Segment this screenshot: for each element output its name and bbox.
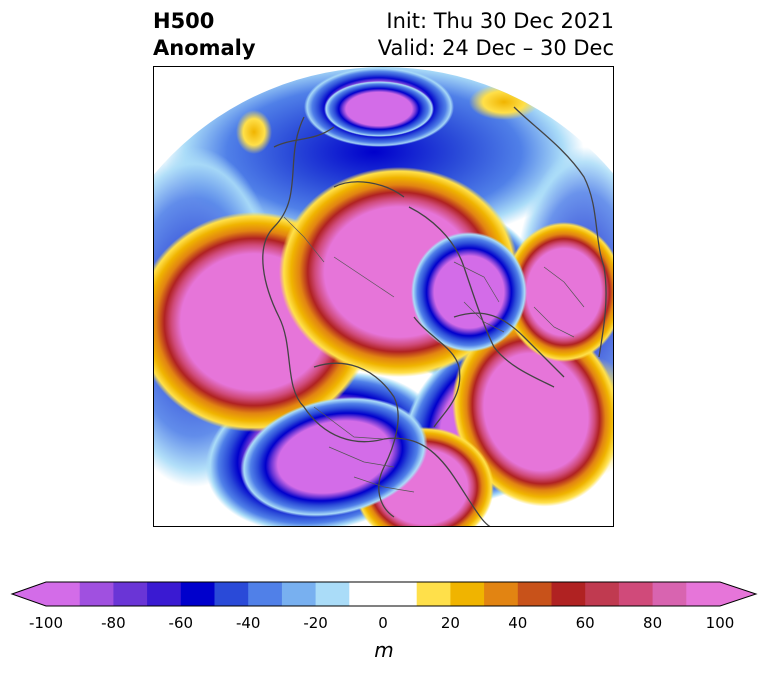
colorbar-tick-label: -100 bbox=[28, 614, 64, 632]
colorbar-segment bbox=[652, 582, 687, 606]
colorbar-segment bbox=[585, 582, 620, 606]
coastlines bbox=[262, 106, 607, 526]
anomaly-map bbox=[154, 67, 613, 526]
map-panel bbox=[153, 66, 614, 527]
colorbar-tick-label: -80 bbox=[101, 614, 126, 632]
colorbar bbox=[0, 570, 768, 670]
title-right: Init: Thu 30 Dec 2021 Valid: 24 Dec – 30… bbox=[378, 8, 614, 62]
colorbar-outline bbox=[10, 581, 758, 607]
colorbar-segment bbox=[517, 582, 552, 606]
colorbar-segment bbox=[214, 582, 249, 606]
colorbar-segment bbox=[484, 582, 519, 606]
colorbar-segment bbox=[618, 582, 654, 606]
colorbar-segment bbox=[79, 582, 114, 606]
colorbar-svg bbox=[10, 581, 758, 607]
political-borders bbox=[283, 216, 585, 493]
anomaly-field bbox=[154, 67, 613, 526]
colorbar-tick-label: 20 bbox=[440, 614, 460, 632]
colorbar-segment bbox=[180, 582, 215, 606]
colorbar-segment bbox=[416, 582, 451, 606]
colorbar-segment bbox=[46, 582, 81, 606]
colorbar-segment bbox=[686, 582, 721, 606]
colorbar-tick-label: 100 bbox=[705, 614, 735, 632]
colorbar-tick-label: 60 bbox=[575, 614, 595, 632]
title-valid: Valid: 24 Dec – 30 Dec bbox=[377, 36, 614, 60]
colorbar-segment bbox=[450, 582, 485, 606]
positive-anomaly-europe bbox=[504, 222, 613, 362]
colorbar-segment bbox=[113, 582, 148, 606]
colorbar-extend-min bbox=[12, 582, 46, 606]
title-left: H500 Anomaly bbox=[153, 8, 256, 62]
colorbar-segment bbox=[315, 582, 350, 606]
colorbar-segments bbox=[12, 582, 756, 606]
colorbar-tick-label: -40 bbox=[235, 614, 261, 632]
colorbar-segment bbox=[551, 582, 586, 606]
colorbar-segment bbox=[281, 582, 317, 606]
colorbar-extend-max bbox=[720, 582, 756, 606]
title-variable: H500 bbox=[153, 9, 215, 33]
positive-anomaly-north-atlantic bbox=[452, 317, 613, 507]
colorbar-segment bbox=[349, 582, 384, 606]
colorbar-segment bbox=[147, 582, 182, 606]
colorbar-segment bbox=[248, 582, 283, 606]
colorbar-tick-label: 80 bbox=[643, 614, 663, 632]
colorbar-tick-label: 40 bbox=[508, 614, 528, 632]
colorbar-unit: m bbox=[374, 638, 394, 662]
title-anomaly: Anomaly bbox=[153, 36, 256, 60]
colorbar-tick-label: 0 bbox=[378, 614, 388, 632]
colorbar-segment bbox=[383, 582, 418, 606]
colorbar-tick-label: -60 bbox=[168, 614, 194, 632]
colorbar-tick-label: -20 bbox=[303, 614, 328, 632]
title-init: Init: Thu 30 Dec 2021 bbox=[386, 9, 614, 33]
